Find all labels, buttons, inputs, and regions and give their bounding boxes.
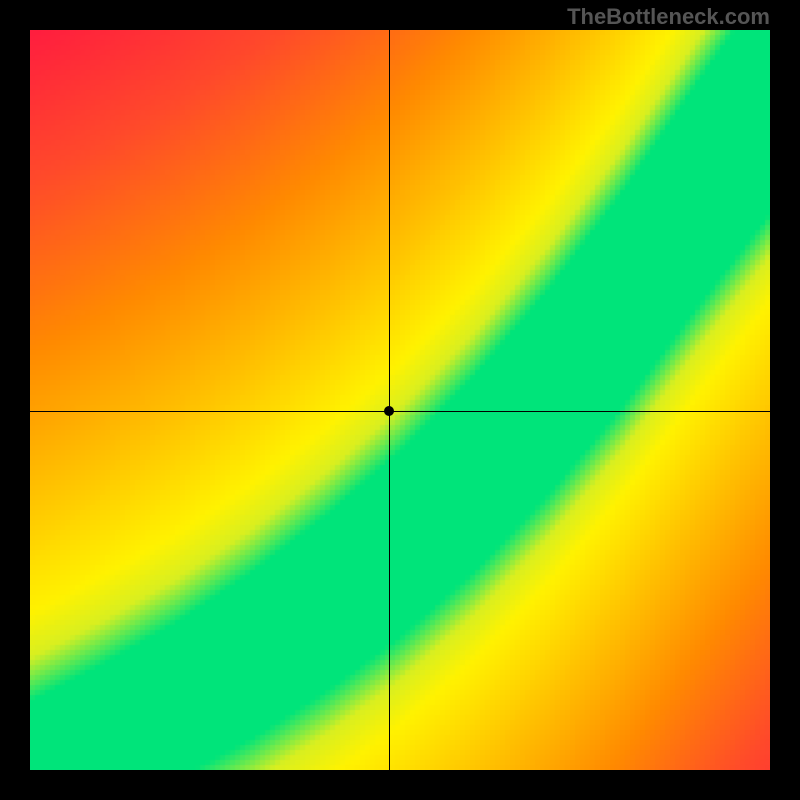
selection-marker bbox=[384, 406, 394, 416]
watermark: TheBottleneck.com bbox=[567, 4, 770, 30]
bottleneck-heatmap bbox=[30, 30, 770, 770]
crosshair-horizontal bbox=[30, 411, 770, 412]
chart-frame bbox=[30, 30, 770, 770]
crosshair-vertical bbox=[389, 30, 390, 770]
